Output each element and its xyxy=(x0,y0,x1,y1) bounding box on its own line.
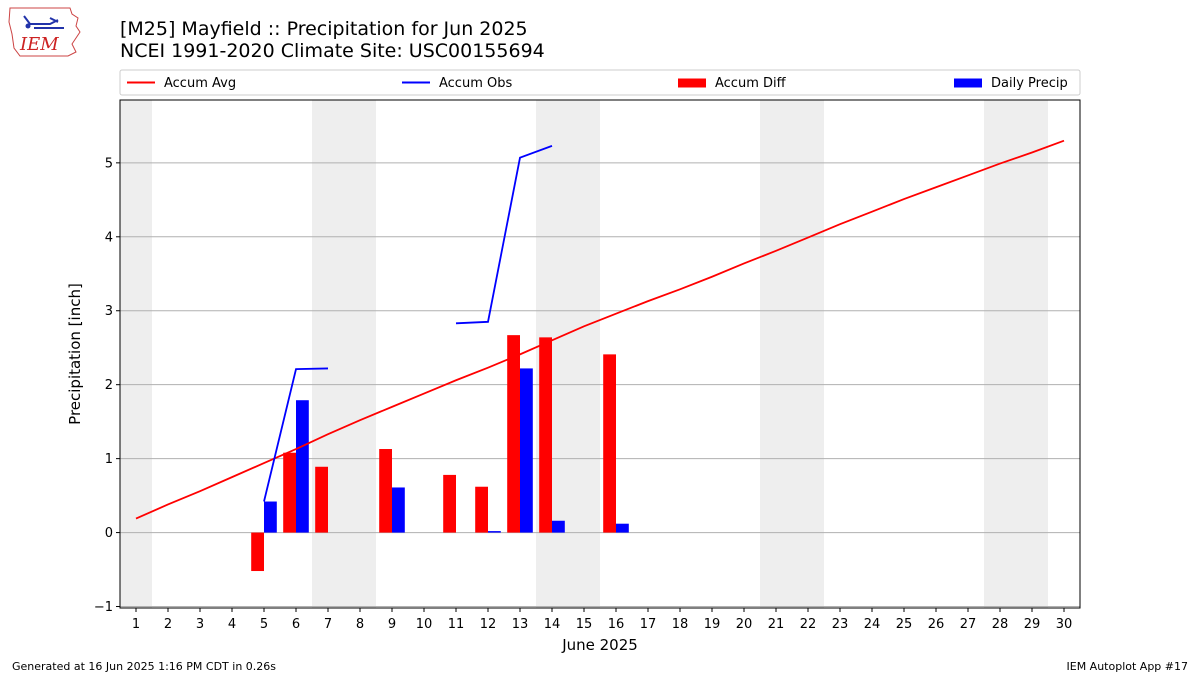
gridlines xyxy=(120,162,1080,608)
y-tick-label: 3 xyxy=(105,304,113,319)
daily-precip-bar xyxy=(392,487,405,533)
accum-diff-bar xyxy=(603,354,616,533)
x-tick-label: 11 xyxy=(448,617,465,632)
y-tick-label: −1 xyxy=(94,600,113,615)
accum-diff-bar xyxy=(379,449,392,533)
legend-bar-swatch xyxy=(678,78,706,88)
iowa-outline-icon xyxy=(8,7,81,57)
accum-diff-bar xyxy=(283,452,296,533)
app-credit: IEM Autoplot App #17 xyxy=(1066,660,1189,673)
x-tick-label: 20 xyxy=(736,617,753,632)
weekend-band xyxy=(984,100,1048,608)
x-tick-label: 29 xyxy=(1024,617,1041,632)
y-tick-label: 0 xyxy=(105,526,113,541)
weekend-shading xyxy=(120,100,1048,608)
accum-diff-bar xyxy=(507,335,520,533)
x-tick-label: 18 xyxy=(672,617,689,632)
x-tick-label: 25 xyxy=(896,617,913,632)
x-tick-label: 12 xyxy=(480,617,497,632)
daily-precip-bar xyxy=(520,368,533,533)
legend-label: Accum Avg xyxy=(164,76,236,91)
accum-obs-line xyxy=(263,367,329,502)
chart-subtitle: NCEI 1991-2020 Climate Site: USC00155694 xyxy=(120,40,545,62)
lines xyxy=(135,139,1065,520)
weather-symbol-icon xyxy=(23,15,64,29)
x-tick-label: 15 xyxy=(576,617,593,632)
y-tick-label: 4 xyxy=(105,230,113,245)
iem-logo: IEM xyxy=(8,7,81,57)
x-tick-label: 30 xyxy=(1056,617,1073,632)
x-tick-label: 16 xyxy=(608,617,625,632)
x-tick-label: 8 xyxy=(356,617,364,632)
x-tick-label: 9 xyxy=(388,617,396,632)
accum-obs-line xyxy=(455,145,553,325)
daily-precip-bar xyxy=(488,531,501,533)
x-tick-label: 13 xyxy=(512,617,529,632)
x-tick-label: 26 xyxy=(928,617,945,632)
y-tick-label: 1 xyxy=(105,452,113,467)
bars xyxy=(251,335,629,572)
daily-precip-bar xyxy=(296,400,309,533)
generated-timestamp: Generated at 16 Jun 2025 1:16 PM CDT in … xyxy=(12,660,277,673)
legend-bar-swatch xyxy=(954,78,982,88)
legend-label: Accum Diff xyxy=(715,76,787,91)
x-tick-label: 24 xyxy=(864,617,881,632)
weekend-band xyxy=(760,100,824,608)
y-tick-label: 5 xyxy=(105,156,113,171)
x-tick-label: 21 xyxy=(768,617,785,632)
x-tick-label: 14 xyxy=(544,617,561,632)
accum-diff-bar xyxy=(539,337,552,533)
accum-diff-bar xyxy=(443,474,456,533)
x-tick-label: 22 xyxy=(800,617,817,632)
plot-frame xyxy=(119,99,1081,609)
accum-diff-bar xyxy=(475,486,488,533)
x-tick-label: 27 xyxy=(960,617,977,632)
chart-title: [M25] Mayfield :: Precipitation for Jun … xyxy=(120,18,528,40)
x-tick-label: 23 xyxy=(832,617,849,632)
accum-diff-bar xyxy=(251,532,264,572)
x-tick-label: 4 xyxy=(228,617,236,632)
legend: Accum Avg Accum Obs Accum Diff Daily Precip xyxy=(119,69,1081,96)
legend-frame xyxy=(119,69,1081,96)
accum-diff-bar xyxy=(315,466,328,533)
daily-precip-bar xyxy=(264,501,277,533)
logo-text: IEM xyxy=(19,34,59,55)
x-tick-label: 28 xyxy=(992,617,1009,632)
x-tick-label: 6 xyxy=(292,617,300,632)
weekend-band xyxy=(120,100,152,608)
daily-precip-bar xyxy=(552,520,565,533)
accum-avg-line xyxy=(135,139,1065,520)
daily-precip-bar xyxy=(616,523,629,533)
legend-label: Daily Precip xyxy=(991,76,1068,91)
x-tick-label: 5 xyxy=(260,617,268,632)
x-tick-label: 10 xyxy=(416,617,433,632)
x-tick-label: 17 xyxy=(640,617,657,632)
x-tick-label: 7 xyxy=(324,617,332,632)
x-tick-label: 1 xyxy=(132,617,140,632)
legend-label: Accum Obs xyxy=(439,76,512,91)
x-tick-label: 19 xyxy=(704,617,721,632)
x-tick-label: 3 xyxy=(196,617,204,632)
y-axis-label: Precipitation [inch] xyxy=(66,283,84,425)
y-tick-label: 2 xyxy=(105,378,113,393)
x-axis-label: June 2025 xyxy=(561,636,638,654)
x-tick-label: 2 xyxy=(164,617,172,632)
